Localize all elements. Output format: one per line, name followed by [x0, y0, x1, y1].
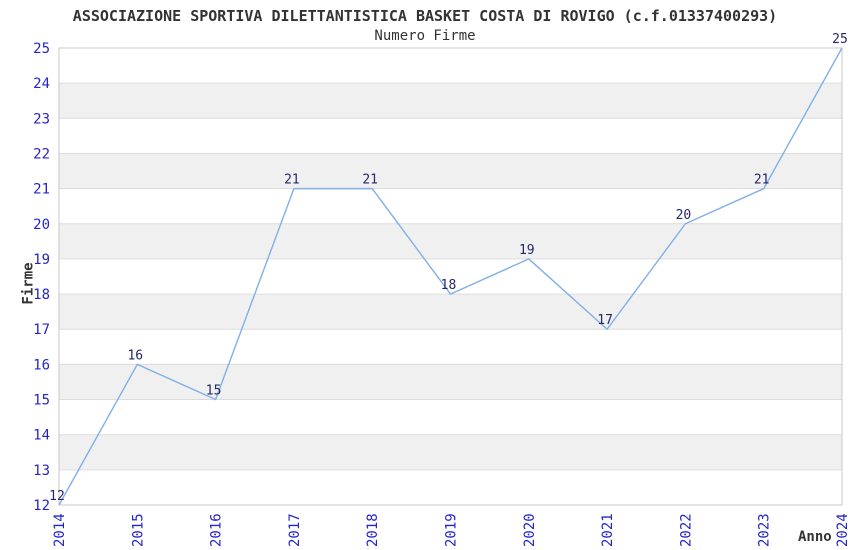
grid-band	[59, 153, 842, 189]
x-tick-label: 2023	[757, 513, 773, 547]
y-tick-label: 13	[33, 463, 50, 479]
x-tick-label: 2014	[52, 513, 68, 547]
point-label: 17	[597, 313, 613, 328]
y-tick-label: 17	[33, 322, 50, 338]
x-tick-label: 2016	[209, 513, 225, 547]
y-tick-label: 24	[33, 76, 50, 92]
point-label: 16	[127, 348, 143, 363]
x-tick-label: 2019	[444, 513, 460, 547]
point-label: 19	[519, 243, 535, 258]
y-tick-label: 19	[33, 252, 50, 268]
point-label: 18	[441, 278, 457, 293]
point-label: 25	[832, 32, 848, 47]
y-tick-label: 23	[33, 111, 50, 127]
y-tick-label: 16	[33, 357, 50, 373]
y-tick-label: 22	[33, 146, 50, 162]
point-label: 15	[206, 384, 222, 399]
grid-band	[59, 83, 842, 119]
point-label: 20	[676, 208, 692, 223]
point-label: 12	[49, 489, 65, 504]
x-tick-label: 2015	[130, 513, 146, 547]
y-tick-label: 21	[33, 182, 50, 198]
x-tick-label: 2022	[678, 513, 694, 547]
point-label: 21	[754, 173, 770, 188]
y-tick-label: 15	[33, 393, 50, 409]
point-label: 21	[362, 173, 378, 188]
grid-band	[59, 223, 842, 259]
y-tick-label: 12	[33, 498, 50, 514]
x-tick-label: 2017	[287, 513, 303, 547]
y-tick-label: 20	[33, 217, 50, 233]
x-tick-label: 2024	[835, 513, 850, 547]
chart-subtitle: Numero Firme	[374, 28, 476, 44]
plot-border	[58, 47, 843, 506]
grid-band	[59, 434, 842, 470]
chart-title: ASSOCIAZIONE SPORTIVA DILETTANTISTICA BA…	[72, 7, 778, 25]
grid-band	[59, 294, 842, 330]
y-tick-label: 18	[33, 287, 50, 303]
grid-band	[59, 364, 842, 400]
x-tick-label: 2020	[522, 513, 538, 547]
x-tick-label: 2021	[600, 513, 616, 547]
y-tick-label: 14	[33, 428, 50, 444]
point-label: 21	[284, 173, 300, 188]
x-axis-title: Anno	[798, 529, 832, 545]
y-tick-label: 25	[33, 41, 50, 57]
data-line	[58, 47, 843, 506]
x-tick-label: 2018	[365, 513, 381, 547]
